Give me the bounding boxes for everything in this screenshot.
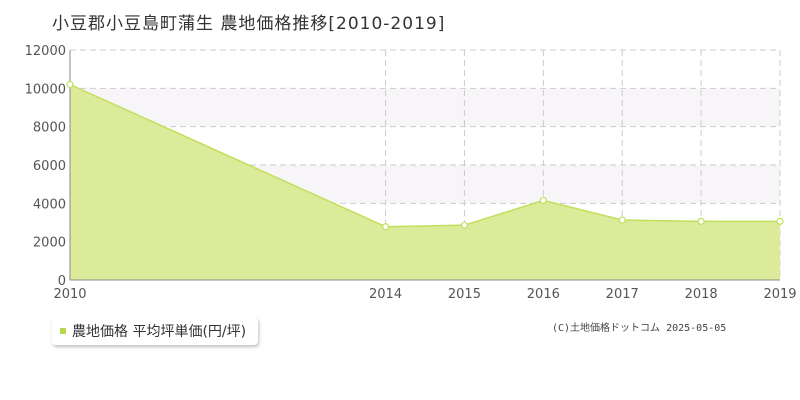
y-tick-label: 10000 bbox=[25, 82, 66, 97]
chart-title: 小豆郡小豆島町蒲生 農地価格推移[2010-2019] bbox=[52, 14, 446, 34]
series-area bbox=[70, 84, 780, 280]
x-tick-label: 2016 bbox=[527, 287, 560, 302]
plot-band bbox=[70, 50, 780, 89]
copyright-credit: (C)土地価格ドットコム 2025-05-05 bbox=[552, 323, 727, 334]
x-tick-label: 2018 bbox=[685, 287, 718, 302]
plot-band bbox=[70, 88, 780, 127]
x-tick-label: 2010 bbox=[53, 287, 86, 302]
y-tick-label: 0 bbox=[58, 274, 66, 289]
data-point bbox=[66, 80, 74, 89]
y-tick-label: 12000 bbox=[25, 44, 66, 59]
y-tick-label: 8000 bbox=[33, 121, 66, 136]
data-point bbox=[381, 223, 390, 231]
data-point bbox=[776, 217, 784, 225]
data-point bbox=[697, 217, 705, 225]
y-tick-label: 2000 bbox=[33, 236, 66, 251]
x-tick-label: 2015 bbox=[448, 287, 481, 302]
data-point bbox=[460, 221, 469, 229]
y-tick-label: 6000 bbox=[33, 159, 66, 174]
data-point bbox=[539, 196, 547, 205]
data-point bbox=[618, 216, 626, 224]
x-tick-label: 2019 bbox=[763, 287, 796, 302]
legend-swatch bbox=[60, 328, 66, 334]
legend-label: 農地価格 平均坪単価(円/坪) bbox=[72, 324, 247, 340]
y-tick-label: 4000 bbox=[33, 197, 66, 212]
legend[interactable]: 農地価格 平均坪単価(円/坪) bbox=[52, 317, 259, 345]
x-tick-label: 2017 bbox=[606, 287, 639, 302]
x-tick-label: 2014 bbox=[369, 287, 402, 302]
